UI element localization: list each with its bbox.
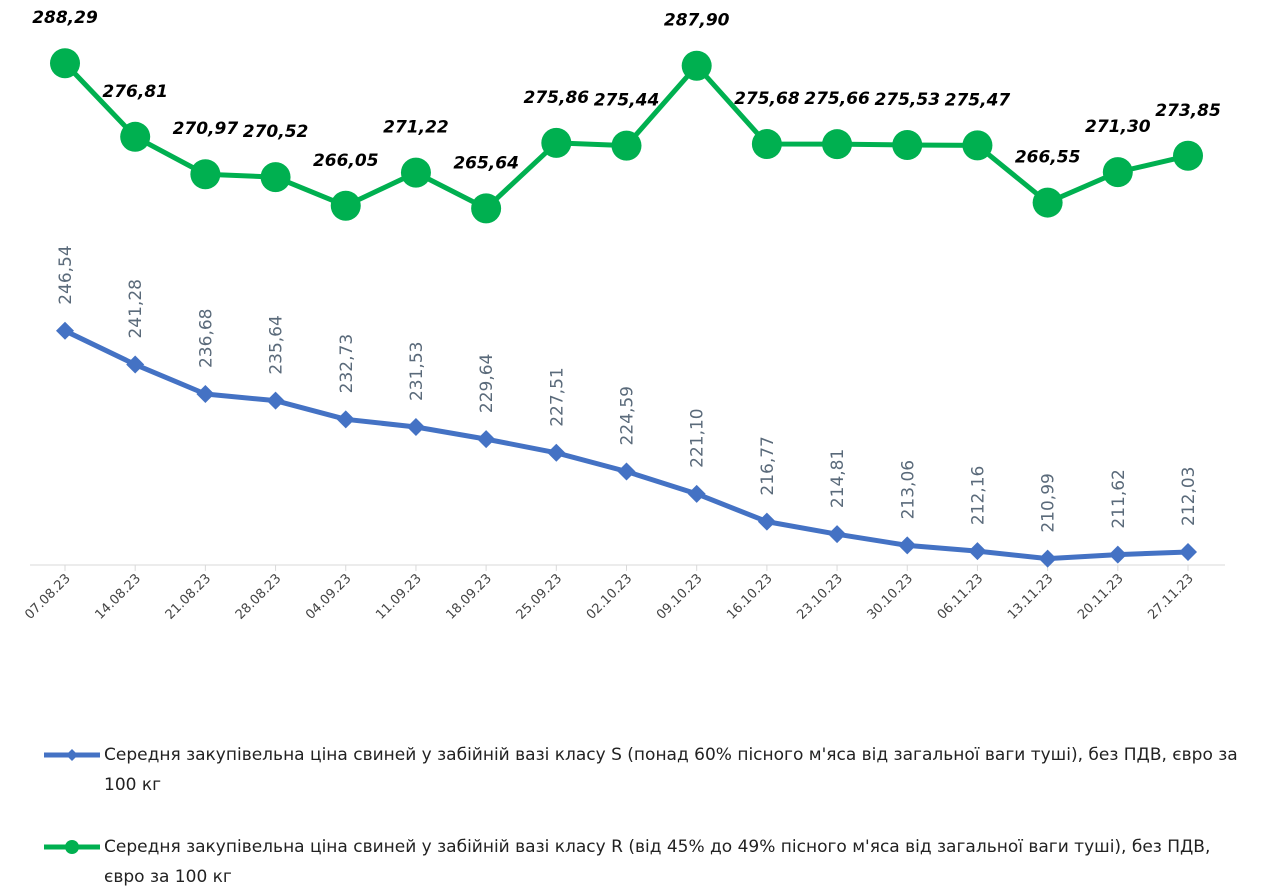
marker xyxy=(260,162,291,193)
marker xyxy=(828,525,847,544)
x-tick-label: 18.09.23 xyxy=(443,571,495,623)
legend-label: Середня закупівельна ціна свиней у забій… xyxy=(104,745,1238,795)
data-label: 221,10 xyxy=(688,408,708,467)
x-tick-label: 25.09.23 xyxy=(514,571,566,623)
data-label: 275,86 xyxy=(524,88,590,108)
x-tick-label: 06.11.23 xyxy=(935,571,987,623)
x-tick-label: 20.11.23 xyxy=(1075,571,1127,623)
data-label: 271,30 xyxy=(1085,117,1151,137)
x-tick-label: 27.11.23 xyxy=(1145,571,1197,623)
data-label: 236,68 xyxy=(196,309,216,368)
marker xyxy=(687,484,706,503)
data-label: 213,06 xyxy=(898,460,918,519)
data-label: 270,97 xyxy=(173,119,239,139)
data-label: 246,54 xyxy=(56,245,76,304)
x-tick-label: 13.11.23 xyxy=(1005,571,1057,623)
marker xyxy=(898,536,917,555)
marker xyxy=(1179,542,1197,561)
marker xyxy=(120,121,151,152)
marker xyxy=(611,130,642,161)
marker xyxy=(681,50,712,81)
data-label: 288,29 xyxy=(32,8,98,28)
legend-swatch xyxy=(44,749,100,761)
x-tick-label: 30.10.23 xyxy=(865,571,917,623)
data-label: 214,81 xyxy=(828,449,848,508)
marker xyxy=(56,321,74,340)
marker xyxy=(541,127,572,158)
marker xyxy=(751,129,782,160)
marker xyxy=(757,512,776,531)
marker xyxy=(1032,187,1063,218)
data-label: 275,47 xyxy=(945,90,1011,110)
x-tick-label: 09.10.23 xyxy=(654,571,706,623)
data-label: 287,90 xyxy=(664,11,730,31)
data-label: 224,59 xyxy=(618,386,638,445)
data-label: 241,28 xyxy=(126,279,146,338)
data-label: 227,51 xyxy=(547,367,567,426)
data-label: 275,66 xyxy=(804,89,870,109)
data-label: 216,77 xyxy=(758,436,778,495)
marker xyxy=(330,190,361,221)
marker xyxy=(822,129,853,160)
data-label: 266,55 xyxy=(1015,148,1081,168)
x-tick-label: 02.10.23 xyxy=(584,571,636,623)
marker xyxy=(547,443,566,462)
marker xyxy=(65,840,79,854)
marker xyxy=(1108,545,1127,564)
data-label: 265,64 xyxy=(453,153,519,173)
chart: 07.08.23 14.08.23 21.08.23 28.08.23 04.09.23… xyxy=(22,8,1225,623)
legend-item: Середня закупівельна ціна свиней у забій… xyxy=(40,740,1250,800)
marker xyxy=(1173,140,1203,171)
marker xyxy=(266,391,285,410)
marker xyxy=(962,130,993,161)
marker xyxy=(471,193,502,224)
data-label: 275,53 xyxy=(874,90,940,110)
legend-item: Середня закупівельна ціна свиней у забій… xyxy=(40,832,1250,892)
marker xyxy=(968,542,987,561)
data-label: 212,16 xyxy=(968,466,988,525)
data-label: 275,44 xyxy=(594,91,660,111)
marker xyxy=(196,385,215,404)
marker xyxy=(66,749,78,761)
marker xyxy=(617,462,636,481)
data-label: 231,53 xyxy=(407,342,427,401)
marker xyxy=(336,410,355,429)
data-label: 271,22 xyxy=(383,118,449,138)
data-label: 270,52 xyxy=(243,122,309,142)
x-tick-label: 23.10.23 xyxy=(794,571,846,623)
data-label: 232,73 xyxy=(337,334,357,393)
marker xyxy=(190,159,221,190)
data-label: 210,99 xyxy=(1039,473,1059,532)
x-tick-label: 16.10.23 xyxy=(724,571,776,623)
data-label: 212,03 xyxy=(1179,467,1199,526)
marker xyxy=(477,430,496,449)
data-label: 276,81 xyxy=(102,82,168,102)
marker xyxy=(126,355,145,374)
x-tick-label: 04.09.23 xyxy=(303,571,355,623)
x-tick-label: 11.09.23 xyxy=(373,571,425,623)
marker xyxy=(406,418,425,437)
marker xyxy=(50,48,80,79)
data-label: 235,64 xyxy=(267,315,287,374)
legend-swatch xyxy=(44,840,100,854)
x-tick-label: 28.08.23 xyxy=(233,571,285,623)
x-tick-label: 14.08.23 xyxy=(92,571,144,623)
data-label: 211,62 xyxy=(1109,469,1129,528)
data-label: 229,64 xyxy=(477,354,497,413)
marker xyxy=(1102,157,1133,188)
data-label: 266,05 xyxy=(313,151,379,171)
legend-label: Середня закупівельна ціна свиней у забій… xyxy=(104,837,1211,887)
data-label: 273,85 xyxy=(1155,101,1221,121)
x-tick-label: 07.08.23 xyxy=(22,571,74,623)
marker xyxy=(1038,549,1057,568)
data-label: 275,68 xyxy=(734,89,800,109)
x-tick-label: 21.08.23 xyxy=(163,571,215,623)
marker xyxy=(892,130,923,161)
marker xyxy=(400,157,431,188)
